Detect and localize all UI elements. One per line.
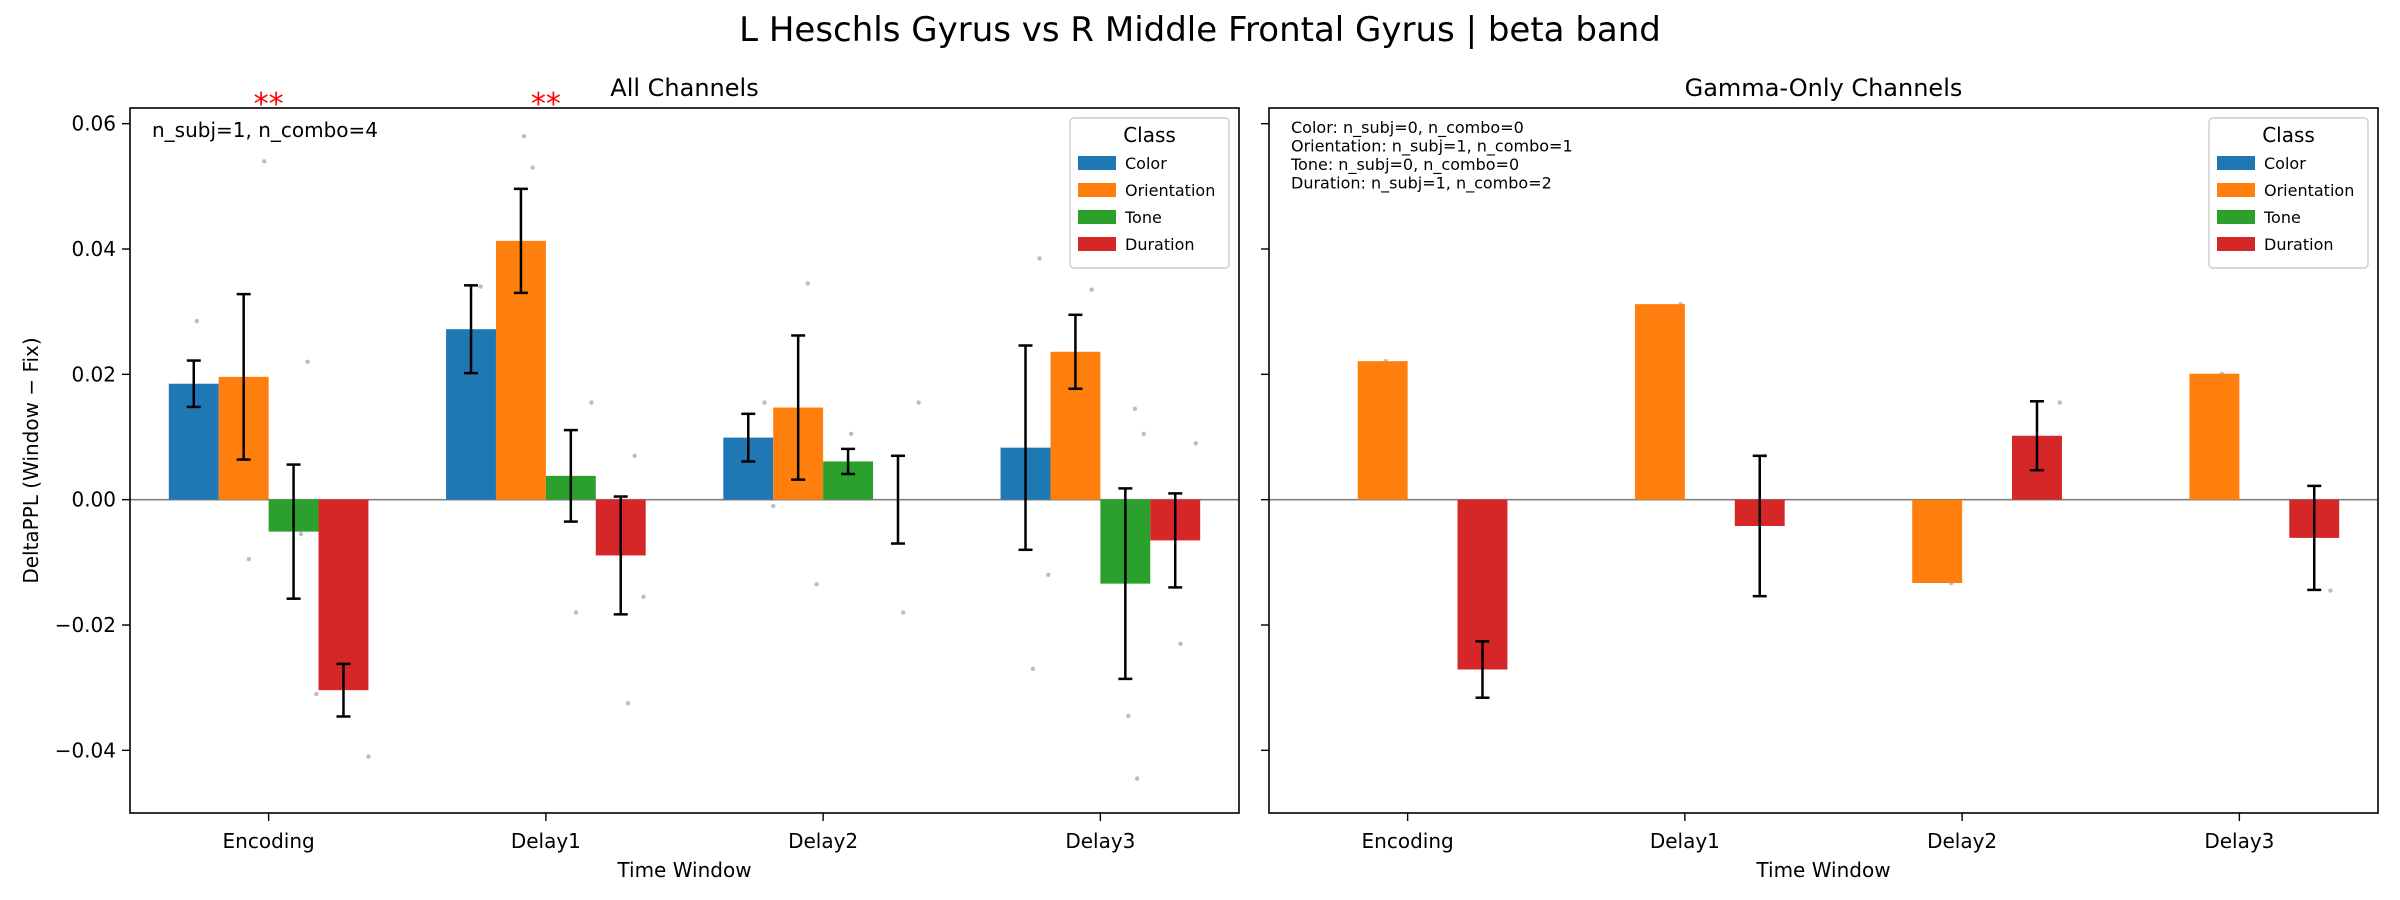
legend-swatch-color: [2217, 156, 2255, 170]
data-point: [2328, 588, 2333, 593]
bar-duration: [318, 499, 369, 691]
legend-label: Color: [1125, 154, 1167, 173]
y-tick-label: −0.02: [55, 613, 116, 637]
y-tick-label: 0.04: [71, 237, 116, 261]
x-axis-label: Time Window: [1755, 858, 1890, 882]
x-tick-label: Encoding: [1362, 829, 1454, 853]
data-point: [1132, 406, 1138, 411]
data-point: [589, 400, 594, 405]
data-point: [314, 691, 319, 697]
legend-label: Tone: [1124, 208, 1162, 227]
x-axis-label: Time Window: [616, 858, 751, 882]
data-point: [262, 159, 267, 164]
legend-swatch-color: [1078, 156, 1116, 170]
data-point: [916, 400, 921, 405]
legend-label: Orientation: [2264, 181, 2354, 200]
panel-gamma-only-channels: Encoding Delay1 Delay2 Delay3 Gamma-Only Cha…: [1261, 74, 2379, 882]
bar-orientation: [1357, 361, 1408, 500]
legend-title: Class: [1123, 123, 1176, 147]
x-tick-label: Encoding: [223, 829, 315, 853]
panel-title: Gamma-Only Channels: [1685, 74, 1963, 102]
annotation-text: n_subj=1, n_combo=4: [152, 118, 378, 142]
legend-swatch-duration: [1078, 237, 1116, 251]
legend-label: Tone: [2263, 208, 2301, 227]
bar-orientation: [1912, 499, 1963, 584]
significance-marker: **: [531, 87, 561, 122]
data-point: [814, 582, 819, 587]
data-point: [1089, 287, 1094, 292]
legend-title: Class: [2262, 123, 2315, 147]
data-point: [521, 134, 527, 139]
legend-swatch-duration: [2217, 237, 2255, 251]
legend-label: Color: [2264, 154, 2306, 173]
legend-swatch-orientation: [1078, 183, 1116, 197]
x-tick-label: Delay3: [1065, 829, 1135, 853]
data-point: [900, 610, 906, 615]
panel-all-channels: −0.04 −0.02 0.00 0.02 0.04 0.06 Encoding Delay1…: [19, 74, 1240, 882]
data-point: [194, 318, 199, 324]
y-tick-label: 0.00: [71, 488, 116, 512]
annotation-line: Color: n_subj=0, n_combo=0: [1291, 118, 1524, 138]
legend-frame: [1069, 117, 1230, 269]
axes-frame: [129, 107, 1240, 814]
data-point: [530, 165, 535, 170]
annotation-line: Tone: n_subj=0, n_combo=0: [1290, 155, 1519, 175]
legend: Class Color Orientation Tone Duration: [1069, 117, 1230, 269]
data-point: [305, 359, 310, 364]
figure-title: L Heschls Gyrus vs R Middle Frontal Gyru…: [739, 10, 1661, 50]
data-point: [1141, 431, 1146, 437]
data-point: [762, 400, 767, 405]
legend-label: Orientation: [1125, 181, 1215, 200]
data-point: [366, 754, 371, 759]
legend-swatch-tone: [1078, 210, 1116, 224]
data-point: [771, 503, 776, 509]
y-tick-label: −0.04: [55, 738, 116, 762]
x-tick-label: Delay2: [1927, 829, 1997, 853]
y-tick-label: 0.02: [71, 362, 116, 386]
data-point: [625, 701, 631, 706]
x-tick-label: Delay1: [511, 829, 581, 853]
legend-swatch-orientation: [2217, 183, 2255, 197]
legend-frame: [2208, 117, 2369, 269]
axes-frame: [1268, 107, 2379, 814]
data-point: [1037, 256, 1042, 261]
data-point: [848, 431, 854, 437]
data-point: [1046, 572, 1051, 578]
data-point: [298, 531, 304, 537]
data-point: [1030, 666, 1036, 672]
legend-label: Duration: [1125, 235, 1195, 254]
data-point: [1193, 441, 1199, 446]
annotation-line: Orientation: n_subj=1, n_combo=1: [1291, 137, 1573, 157]
legend: Class Color Orientation Tone Duration: [2208, 117, 2369, 269]
legend-label: Duration: [2264, 235, 2334, 254]
data-point: [478, 284, 483, 289]
significance-marker: **: [254, 87, 284, 122]
y-tick-label: 0.06: [71, 112, 116, 136]
annotation-line: Duration: n_subj=1, n_combo=2: [1291, 174, 1552, 194]
data-point: [573, 610, 579, 615]
y-axis-label: DeltaPPL (Window − Fix): [19, 337, 43, 583]
data-point: [1134, 776, 1140, 781]
data-point: [632, 453, 637, 458]
data-point: [2057, 400, 2062, 405]
data-point: [246, 557, 252, 562]
bar-orientation: [1634, 304, 1685, 500]
data-point: [641, 594, 646, 599]
x-tick-label: Delay1: [1650, 829, 1720, 853]
x-tick-label: Delay2: [788, 829, 858, 853]
legend-swatch-tone: [2217, 210, 2255, 224]
data-point: [1178, 641, 1183, 646]
bar-orientation: [2189, 373, 2240, 500]
x-tick-label: Delay3: [2204, 829, 2274, 853]
data-point: [1126, 713, 1131, 719]
data-point: [805, 281, 810, 286]
panel-title: All Channels: [610, 74, 758, 102]
